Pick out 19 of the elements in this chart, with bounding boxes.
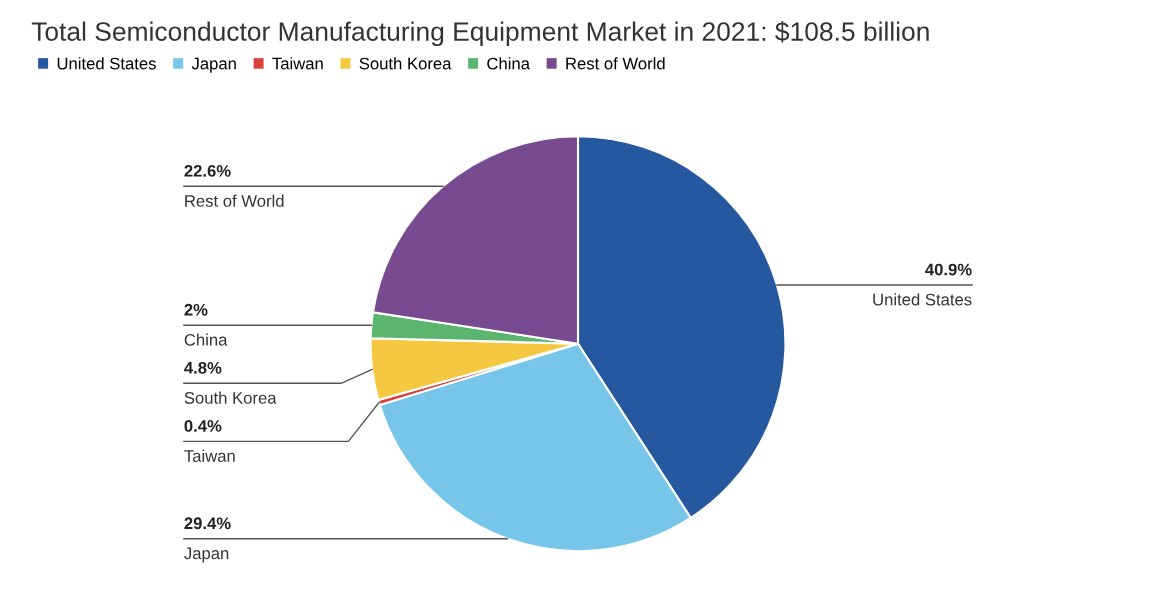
legend-label: Rest of World bbox=[566, 57, 665, 70]
slice-label: South Korea bbox=[184, 391, 277, 404]
data-label: 4.8% bbox=[184, 361, 222, 374]
slice-label: Japan bbox=[184, 547, 229, 563]
data-label: 22.6% bbox=[184, 164, 231, 177]
legend-label: Japan bbox=[191, 57, 236, 73]
legend-label: United States bbox=[57, 57, 156, 70]
legend-label: South Korea bbox=[359, 57, 452, 70]
slice-label: China bbox=[184, 333, 228, 346]
legend-label: Taiwan bbox=[272, 57, 323, 70]
legend-label: China bbox=[487, 57, 530, 70]
slice-label: Rest of World bbox=[185, 194, 284, 207]
data-label: 29.4% bbox=[184, 517, 231, 530]
slice-label: United States bbox=[873, 293, 972, 306]
slice-label: Taiwan bbox=[184, 449, 235, 462]
data-label: 2% bbox=[184, 303, 208, 316]
data-label: 40.9% bbox=[925, 263, 972, 276]
chart-title: Total Semiconductor Manufacturing Equipment Market in 2021: $108.5 billion bbox=[31, 21, 929, 47]
data-label: 0.4% bbox=[184, 420, 222, 432]
